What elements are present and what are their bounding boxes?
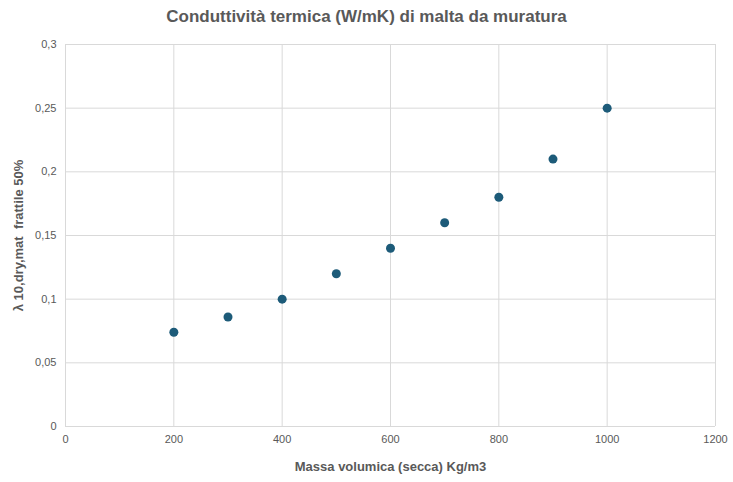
svg-text:0,05: 0,05 [35,356,56,368]
html-text:Conduttività termica (W/mK) di: Conduttività termica (W/mK) di malta da … [166,7,567,26]
svg-text:λ 10,dry,mat frattile 50%: λ 10,dry,mat frattile 50% [11,159,26,311]
svg-text:0,2: 0,2 [41,165,56,177]
svg-text:800: 800 [490,433,508,445]
svg-text:1200: 1200 [703,433,727,445]
svg-text:600: 600 [381,433,399,445]
svg-text:200: 200 [165,433,183,445]
svg-text:400: 400 [273,433,291,445]
svg-text:0,3: 0,3 [41,38,56,50]
svg-text:0,15: 0,15 [35,229,56,241]
svg-text:0: 0 [62,433,68,445]
svg-text:1000: 1000 [595,433,619,445]
svg-text:0,1: 0,1 [41,293,56,305]
svg-text:0: 0 [50,420,56,432]
svg-text:0,25: 0,25 [35,102,56,114]
svg-text:Massa volumica (secca) Kg/m3: Massa volumica (secca) Kg/m3 [295,459,486,474]
